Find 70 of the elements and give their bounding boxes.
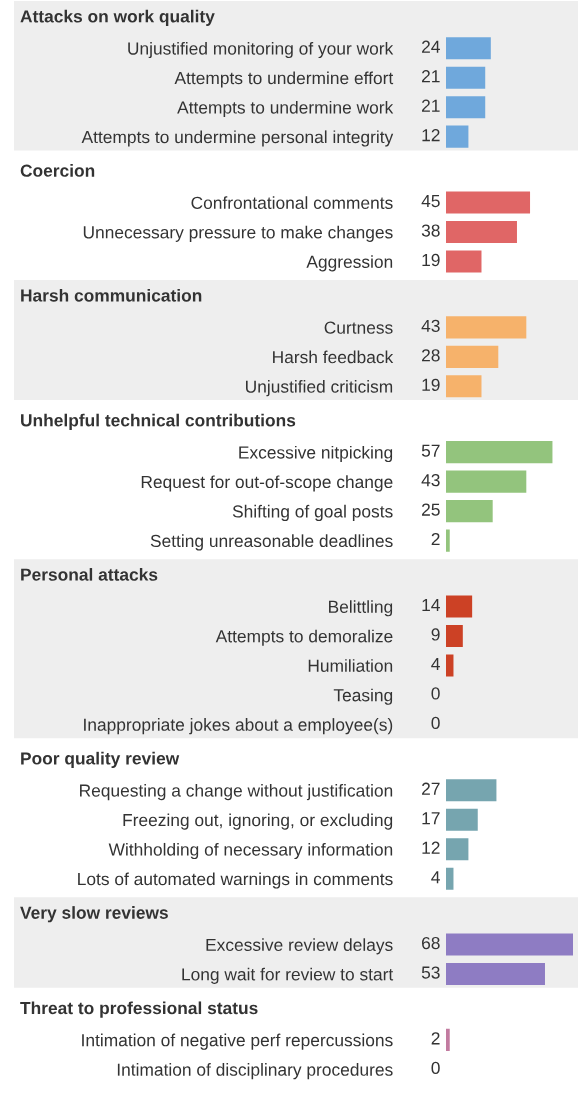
data-label: 0 [431,1061,440,1075]
y-tick-label: Excessive review delays [206,938,393,955]
data-label: 19 [422,378,440,391]
y-tick-label: Long wait for review to start [182,967,394,984]
y-tick-label: Unjustified monitoring of your work [128,41,394,59]
bar [446,779,497,802]
data-label: 0 [431,687,440,700]
bar [446,470,527,493]
text: Very slow reviews [20,906,168,923]
y-tick-label: Shifting of goal posts [232,504,393,522]
y-tick-label: Attempts to undermine personal integrity [81,130,394,147]
data-label: 4 [431,657,440,670]
data-label: 4 [431,871,440,884]
y-tick-label: Humiliation [308,659,393,672]
y-tick-label: Request for out-of-scope change [141,475,393,492]
text: Poor quality review [21,751,180,769]
y-tick-label: Intimation of disciplinary procedures [117,1063,393,1080]
data-label: 9 [431,628,440,641]
y-tick-label: Setting unreasonable deadlines [150,534,393,551]
bar [446,838,469,861]
y-tick-label: Unjustified criticism [246,380,393,397]
data-label: 45 [421,195,440,208]
data-label: 19 [422,253,440,267]
text: Coercion [20,164,95,177]
text: Harsh communication [21,288,202,302]
data-label: 53 [421,966,440,979]
data-label: 27 [422,782,440,795]
data-label: 38 [421,224,440,237]
data-label: 68 [422,936,440,950]
bar [446,441,553,464]
y-tick-label: Excessive nitpicking [239,445,393,463]
data-label: 12 [422,129,440,142]
data-label: 0 [431,716,440,730]
bar [446,500,493,523]
y-tick-label: Harsh feedback [273,350,394,364]
y-tick-label: Lots of automated warnings in comments [78,872,393,889]
y-tick-label: Freezing out, ignoring, or excluding [123,813,393,830]
y-tick-label: Belittling [329,600,393,617]
text: Unhelpful technical contributions [21,413,296,430]
data-label: 24 [422,40,440,53]
data-label: 25 [422,503,440,516]
data-label: 2 [431,532,440,546]
y-tick-label: Teasing [333,688,393,705]
y-tick-label: Requesting a change without justification [80,783,393,801]
bar [446,867,454,890]
text: Personal attacks [21,568,158,581]
y-tick-label: Confrontational comments [191,196,393,209]
data-label: 28 [422,349,440,362]
data-label: 21 [422,70,440,83]
data-label: 17 [422,812,440,825]
data-label: 43 [421,474,440,487]
y-tick-label: Withholding of necessary information [108,842,393,860]
y-tick-label: Attempts to demoralize [215,629,393,646]
y-tick-label: Unnecessary pressure to make changes [83,225,393,242]
data-label: 2 [431,1032,440,1045]
y-tick-label: Attempts to undermine work [177,100,394,118]
bar [446,808,478,831]
text: Attacks on work quality [20,9,215,26]
data-label: 12 [422,841,440,854]
y-tick-label: Curtness [324,321,393,334]
data-label: 14 [422,599,440,611]
bar [446,529,450,552]
data-label: 57 [421,444,440,457]
y-tick-label: Intimation of negative perf repercussions [82,1033,393,1050]
y-tick-label: Attempts to undermine effort [174,71,394,88]
data-label: 43 [421,319,440,333]
text: Threat to professional status [20,1001,258,1018]
y-tick-label: Inappropriate jokes about a employee(s) [84,718,393,735]
data-label: 21 [422,99,440,112]
y-tick-label: Aggression [306,255,393,272]
